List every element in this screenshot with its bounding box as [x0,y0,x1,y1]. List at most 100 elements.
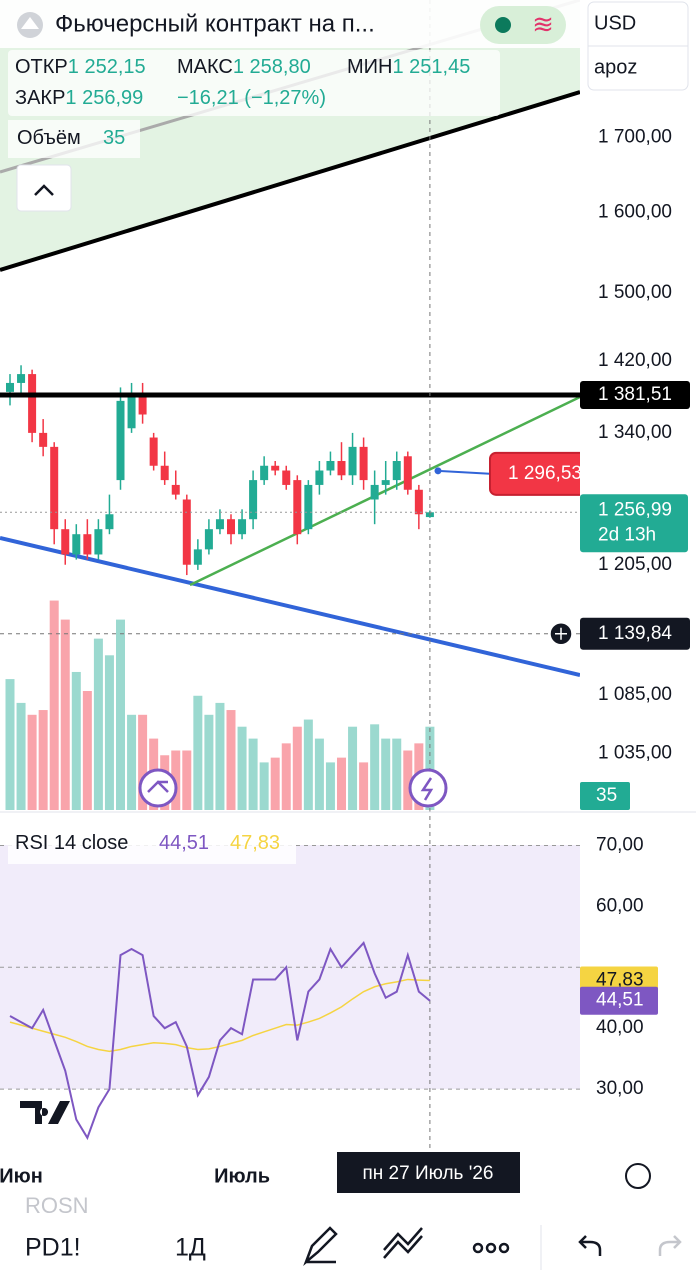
volume-bar [193,695,203,810]
crosshair-label-bg [580,617,690,650]
indicators-icon[interactable] [383,1227,423,1259]
ohlc-value: 1 256,99 [65,87,143,109]
candle-body [238,519,247,535]
status-pill[interactable] [480,6,566,44]
redo-icon[interactable] [658,1235,682,1256]
volume-axis-label: 35 [596,785,617,806]
volume-bar [27,714,37,810]
volume-bar [348,726,358,810]
toolbar [0,1195,696,1280]
rsi-value: 44,51 [159,832,209,854]
volume-label: Объём [17,127,81,149]
candle-body [149,437,158,466]
volume-bar [248,738,258,810]
volume-bar [60,619,70,810]
candle-body [260,465,269,481]
ohlc-label: ОТКР [15,56,68,78]
candle-body [370,484,379,500]
chevron-up [34,184,54,196]
y-tick-label: 1 340,00 [598,422,672,443]
ohlc-value: 1 258,80 [233,56,311,78]
volume-bar [116,619,125,810]
candle-body [282,470,291,485]
candle-body [138,396,147,415]
x-tick-label: Июн [0,1165,43,1187]
more-dot[interactable] [472,1242,484,1254]
volume-legend: Объём 35 [17,127,125,149]
volume-bar [381,738,391,810]
candle-body [28,374,37,433]
volume-bar [337,757,346,810]
ohlc-label: ЗАКР [15,87,65,109]
candle-body [193,549,202,565]
ohlc-value: 1 252,15 [68,56,146,78]
candle-body [403,456,412,490]
volume-bar [16,702,26,810]
interval-button[interactable]: 1Д [175,1234,206,1262]
rsi-title: RSI 14 close [15,832,128,854]
candle-body [215,519,224,530]
candle-body [50,446,59,530]
candle-body [83,534,92,555]
rsi-axis-label: 44,51 [596,990,644,1011]
alert-label: 1 296,53 [508,463,582,484]
rsi-legend-bg [8,826,296,864]
candle-body [94,529,103,555]
volume-bar [38,710,48,810]
candle-body [105,514,114,530]
volume-bar [237,726,247,810]
candle-body [249,480,258,520]
ohlc-value: 1 251,45 [392,56,470,78]
x-tick-label: Июль [214,1165,270,1187]
symbol-button[interactable]: PD1! [25,1234,81,1262]
volume-bar [259,762,269,810]
volume-legend-bg [8,120,140,158]
more-dot [485,1242,497,1254]
event-icon[interactable] [408,768,448,808]
channel-lower [0,90,580,272]
trend-line-blue [0,536,580,677]
event-glyph [420,777,434,801]
event-glyph [147,780,169,793]
currency: USD [594,12,636,34]
volume-bar [359,762,369,810]
candle-body [304,484,313,530]
event-icon[interactable] [138,768,178,808]
candle-body [348,446,357,476]
volume-bar [82,691,92,810]
rsi-line [9,941,431,1141]
volume-value: 35 [103,127,125,149]
y-tick-label: 1 205,00 [598,554,672,575]
exchange: apoz [594,56,637,78]
volume-bar [49,600,59,810]
volume-bar [138,714,148,810]
volume-bar [204,714,214,810]
chart-title: Фьючерсный контракт на п... [55,10,375,37]
candle-body [204,529,213,550]
y-tick-label: 1 035,00 [598,743,672,764]
ohlc-label: МАКС [177,56,233,78]
candle-body [160,465,169,481]
volume-bar [314,738,324,810]
rsi-ma-line [9,978,430,1053]
candle-body [17,374,26,383]
volume-bar [325,762,335,810]
current-price-label: 1 256,99 [598,499,672,520]
y-tick-label: 1 420,00 [598,350,672,371]
collapse-button[interactable] [16,164,72,212]
volume-bar [71,671,81,810]
ohlc-row: ОТКР1 252,15 МАКС1 258,80 МИН1 251,45 [15,56,470,78]
settings-icon[interactable] [625,1163,651,1189]
ohlc-label: МИН [347,56,392,78]
candle-body [182,499,191,565]
rsi-tick-label: 40,00 [596,1017,644,1038]
volume-bar [303,719,313,810]
volume-bar [392,738,402,810]
more-dot [498,1242,510,1254]
rsi-label-bg [580,986,658,1015]
draw-icon[interactable] [303,1226,338,1266]
volume-bar [182,750,192,810]
volume-bar [292,726,302,810]
candle-body [127,396,136,429]
undo-icon[interactable] [578,1235,602,1256]
